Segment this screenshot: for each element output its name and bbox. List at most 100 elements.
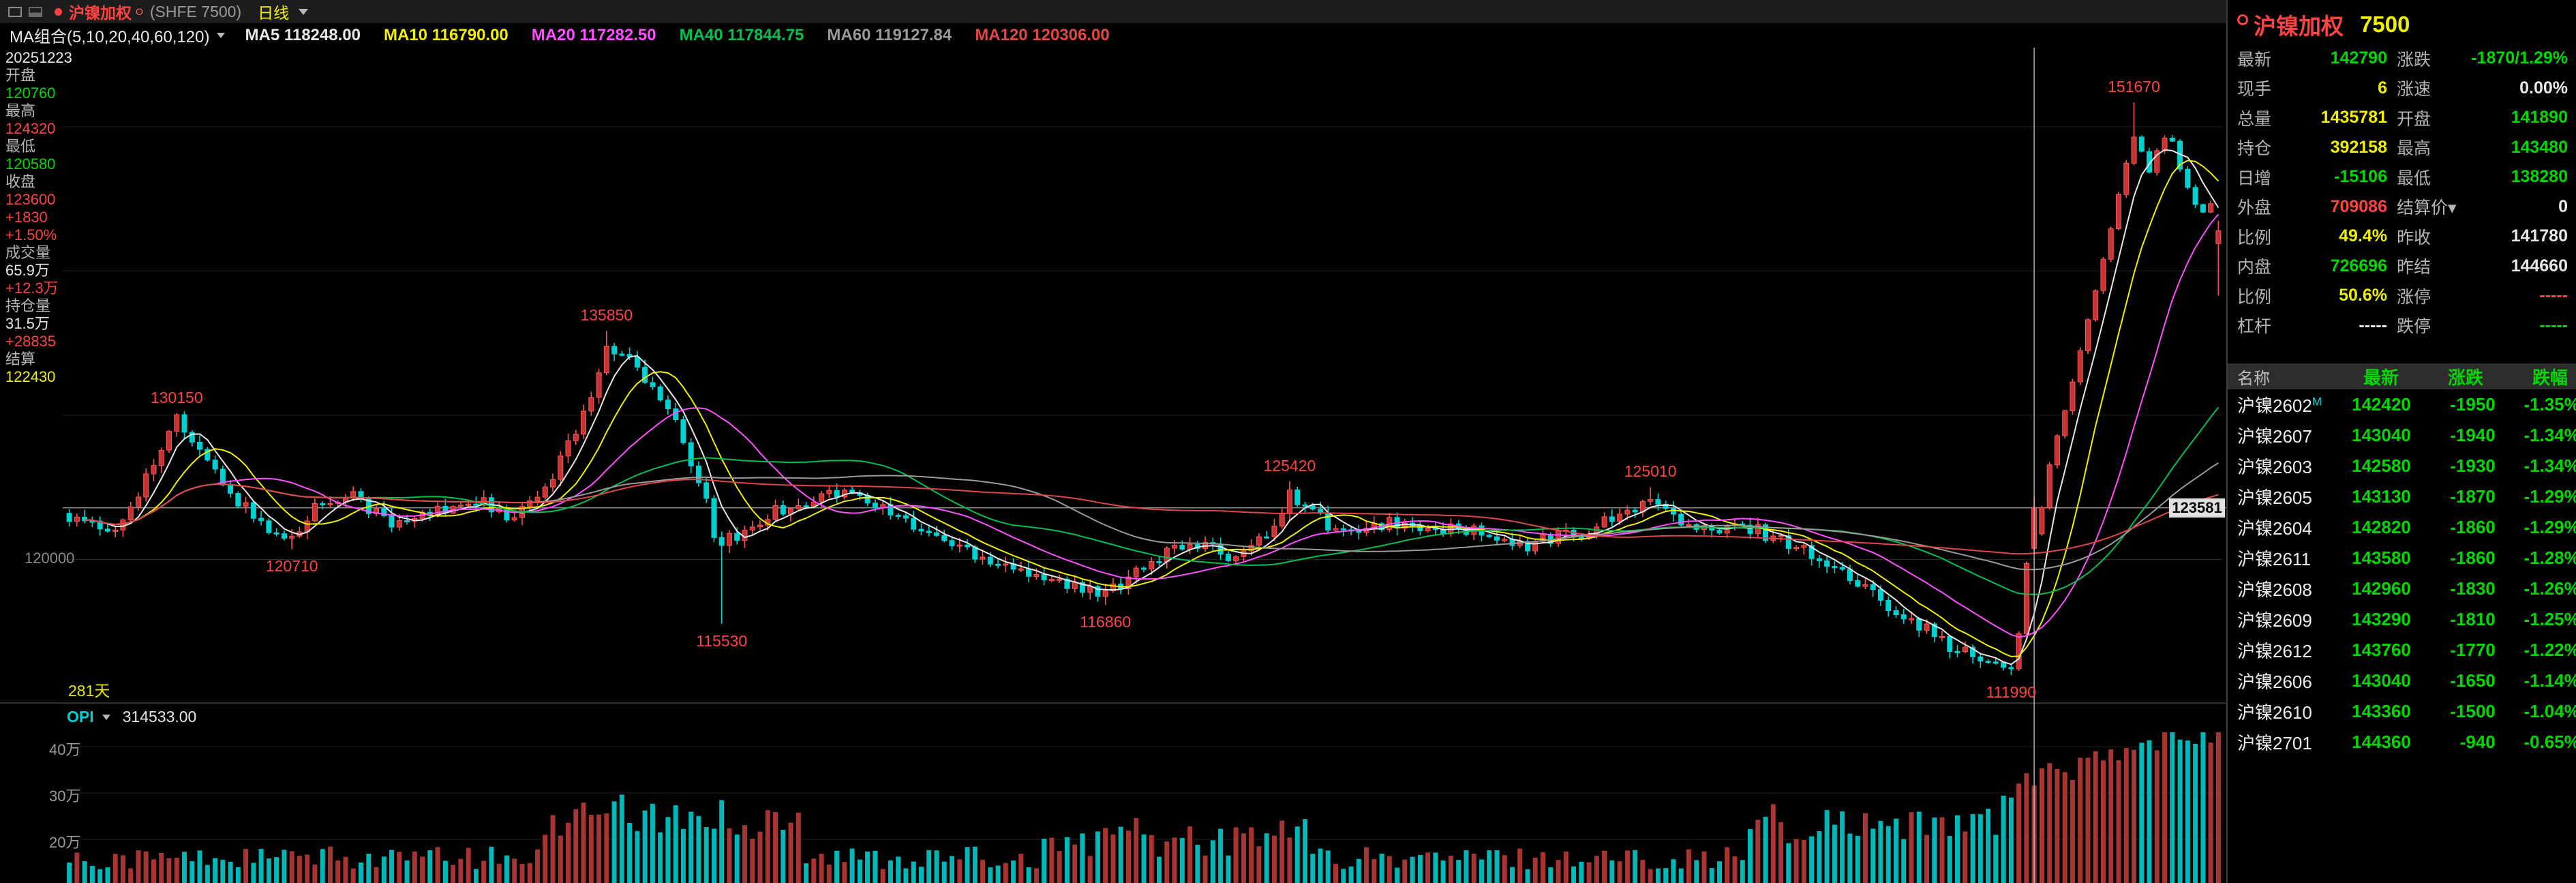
quote-row: 持仓 392158 最高 143480 xyxy=(2228,133,2576,163)
column-header-name[interactable]: 名称 xyxy=(2237,369,2270,388)
sidebar-line: +1.50% xyxy=(5,226,57,243)
sidebar-line: 成交量 xyxy=(5,244,51,261)
contract-row[interactable]: 沪镍2606 143040 -1650 -1.14% xyxy=(2228,665,2576,696)
contract-pct: -1.28% xyxy=(2524,548,2576,568)
contract-change: -1860 xyxy=(2450,517,2496,537)
contract-change: -1830 xyxy=(2450,578,2496,599)
contract-row[interactable]: 沪镍2602M 142420 -1950 -1.35% xyxy=(2228,389,2576,420)
quote-label: 涨速 xyxy=(2397,80,2431,100)
ma5-line xyxy=(85,149,2219,665)
volume-axis-label: 40万 xyxy=(49,741,81,758)
contract-last: 143580 xyxy=(2352,548,2411,568)
contract-name: 沪镍2611 xyxy=(2237,549,2311,569)
ma-indicator-value: MA120 120306.00 xyxy=(975,25,1110,44)
quote-label: 涨停 xyxy=(2397,287,2431,307)
quote-value: ----- xyxy=(2359,315,2387,335)
contract-pct: -0.65% xyxy=(2524,732,2576,752)
chevron-down-icon xyxy=(299,8,309,15)
quote-value: 709086 xyxy=(2330,196,2387,216)
quote-rows: 最新 142790 涨跌 -1870/1.29% 现手 6 涨速 0.00% 总… xyxy=(2228,44,2576,340)
contract-change: -1930 xyxy=(2450,455,2496,476)
contract-pct: -1.26% xyxy=(2524,578,2576,599)
contract-row[interactable]: 沪镍2609 143290 -1810 -1.25% xyxy=(2228,604,2576,635)
contract-pct: -1.25% xyxy=(2524,609,2576,629)
quote-label: 内盘 xyxy=(2237,258,2272,278)
period-selector[interactable]: 日线 xyxy=(258,4,290,22)
ma-indicator-value: MA5 118248.00 xyxy=(245,25,361,44)
contract-row[interactable]: 沪镍2603 142580 -1930 -1.34% xyxy=(2228,451,2576,481)
sidebar-line: 124320 xyxy=(5,120,56,137)
title-bar: 沪镍加权 O (SHFE 7500) 日线 xyxy=(0,0,2226,24)
contract-pct: -1.04% xyxy=(2524,701,2576,721)
sidebar-line: 结算 xyxy=(5,350,36,368)
visible-days-label: 281天 xyxy=(68,682,110,700)
opi-indicator-selector[interactable]: OPI xyxy=(67,708,94,725)
quote-value: 726696 xyxy=(2330,256,2387,275)
quote-value: 143480 xyxy=(2511,137,2568,157)
contract-last: 143040 xyxy=(2352,425,2411,445)
contract-change: -1810 xyxy=(2450,609,2496,629)
contract-row[interactable]: 沪镍2608 142960 -1830 -1.26% xyxy=(2228,573,2576,604)
volume-axis-label: 20万 xyxy=(49,834,81,851)
column-header-change[interactable]: 涨跌 xyxy=(2447,367,2483,388)
candlestick-series[interactable] xyxy=(66,102,2222,675)
contract-pct: -1.35% xyxy=(2524,394,2576,415)
contract-last: 142960 xyxy=(2352,578,2411,599)
contract-last: 143290 xyxy=(2352,609,2411,629)
sidebar-line: 最低 xyxy=(5,138,36,155)
volume-axis-label: 30万 xyxy=(49,788,81,805)
quote-label: 比例 xyxy=(2237,228,2272,248)
quote-value: 392158 xyxy=(2330,137,2387,157)
contract-pct: -1.34% xyxy=(2524,455,2576,476)
quote-header: 沪镍加权 7500 xyxy=(2228,0,2576,41)
contract-name: 沪镍2607 xyxy=(2237,426,2312,447)
quote-row: 比例 50.6% 涨停 ----- xyxy=(2228,281,2576,311)
sidebar-line: 123600 xyxy=(5,191,56,208)
window-layout-icon[interactable] xyxy=(29,6,42,17)
ma120-line xyxy=(85,479,2219,555)
ma-indicator-value: MA20 117282.50 xyxy=(531,25,656,44)
price-chart[interactable] xyxy=(0,0,2226,883)
contract-row[interactable]: 沪镍2604 142820 -1860 -1.29% xyxy=(2228,512,2576,543)
status-ring-icon xyxy=(2237,14,2248,25)
ma-group-selector[interactable]: MA组合(5,10,20,40,60,120) xyxy=(10,23,225,47)
contract-name: 沪镍2603 xyxy=(2237,457,2312,477)
quote-value: 6 xyxy=(2378,78,2387,98)
contract-last: 142580 xyxy=(2352,455,2411,476)
contract-row[interactable]: 沪镍2611 143580 -1860 -1.28% xyxy=(2228,543,2576,573)
instrument-name: 沪镍加权 xyxy=(69,4,132,22)
ma-indicator-value: MA40 117844.75 xyxy=(679,25,804,44)
contract-last: 144360 xyxy=(2352,732,2411,752)
contract-row[interactable]: 沪镍2701 144360 -940 -0.65% xyxy=(2228,727,2576,758)
column-header-last[interactable]: 最新 xyxy=(2363,367,2399,388)
contract-pct: -1.29% xyxy=(2524,486,2576,507)
volume-series[interactable] xyxy=(67,732,2221,883)
quote-row: 日增 -15106 最低 138280 xyxy=(2228,162,2576,192)
contract-last: 142820 xyxy=(2352,517,2411,537)
quote-label[interactable]: 结算价▾ xyxy=(2397,198,2457,218)
contract-row[interactable]: 沪镍2605 143130 -1870 -1.29% xyxy=(2228,481,2576,512)
contract-row[interactable]: 沪镍2612 143760 -1770 -1.22% xyxy=(2228,635,2576,665)
quote-value: -15106 xyxy=(2334,167,2387,187)
quote-value: 144660 xyxy=(2511,256,2568,275)
contract-name: 沪镍2602M xyxy=(2237,395,2322,416)
quote-label: 现手 xyxy=(2237,80,2272,100)
contract-pct: -1.34% xyxy=(2524,425,2576,445)
quote-value: 141890 xyxy=(2511,108,2568,128)
quote-row: 杠杆 ----- 跌停 ----- xyxy=(2228,311,2576,341)
contract-name: 沪镍2612 xyxy=(2237,641,2312,661)
quote-row: 最新 142790 涨跌 -1870/1.29% xyxy=(2228,44,2576,74)
contract-row[interactable]: 沪镍2610 143360 -1500 -1.04% xyxy=(2228,696,2576,727)
sidebar-line: 20251223 xyxy=(5,49,72,66)
quote-label: 最新 xyxy=(2237,50,2272,70)
sidebar-line: 开盘 xyxy=(5,67,36,84)
column-header-pct[interactable]: 跌幅 xyxy=(2532,367,2568,388)
sidebar-line: 收盘 xyxy=(5,173,36,190)
quote-value: 141780 xyxy=(2511,226,2568,246)
window-menu-icon[interactable] xyxy=(8,6,22,17)
quote-value: ----- xyxy=(2539,315,2568,335)
contracts-table-header: 名称 最新 涨跌 跌幅 xyxy=(2228,363,2576,389)
quote-label: 杠杆 xyxy=(2237,317,2272,337)
contract-row[interactable]: 沪镍2607 143040 -1940 -1.34% xyxy=(2228,420,2576,451)
